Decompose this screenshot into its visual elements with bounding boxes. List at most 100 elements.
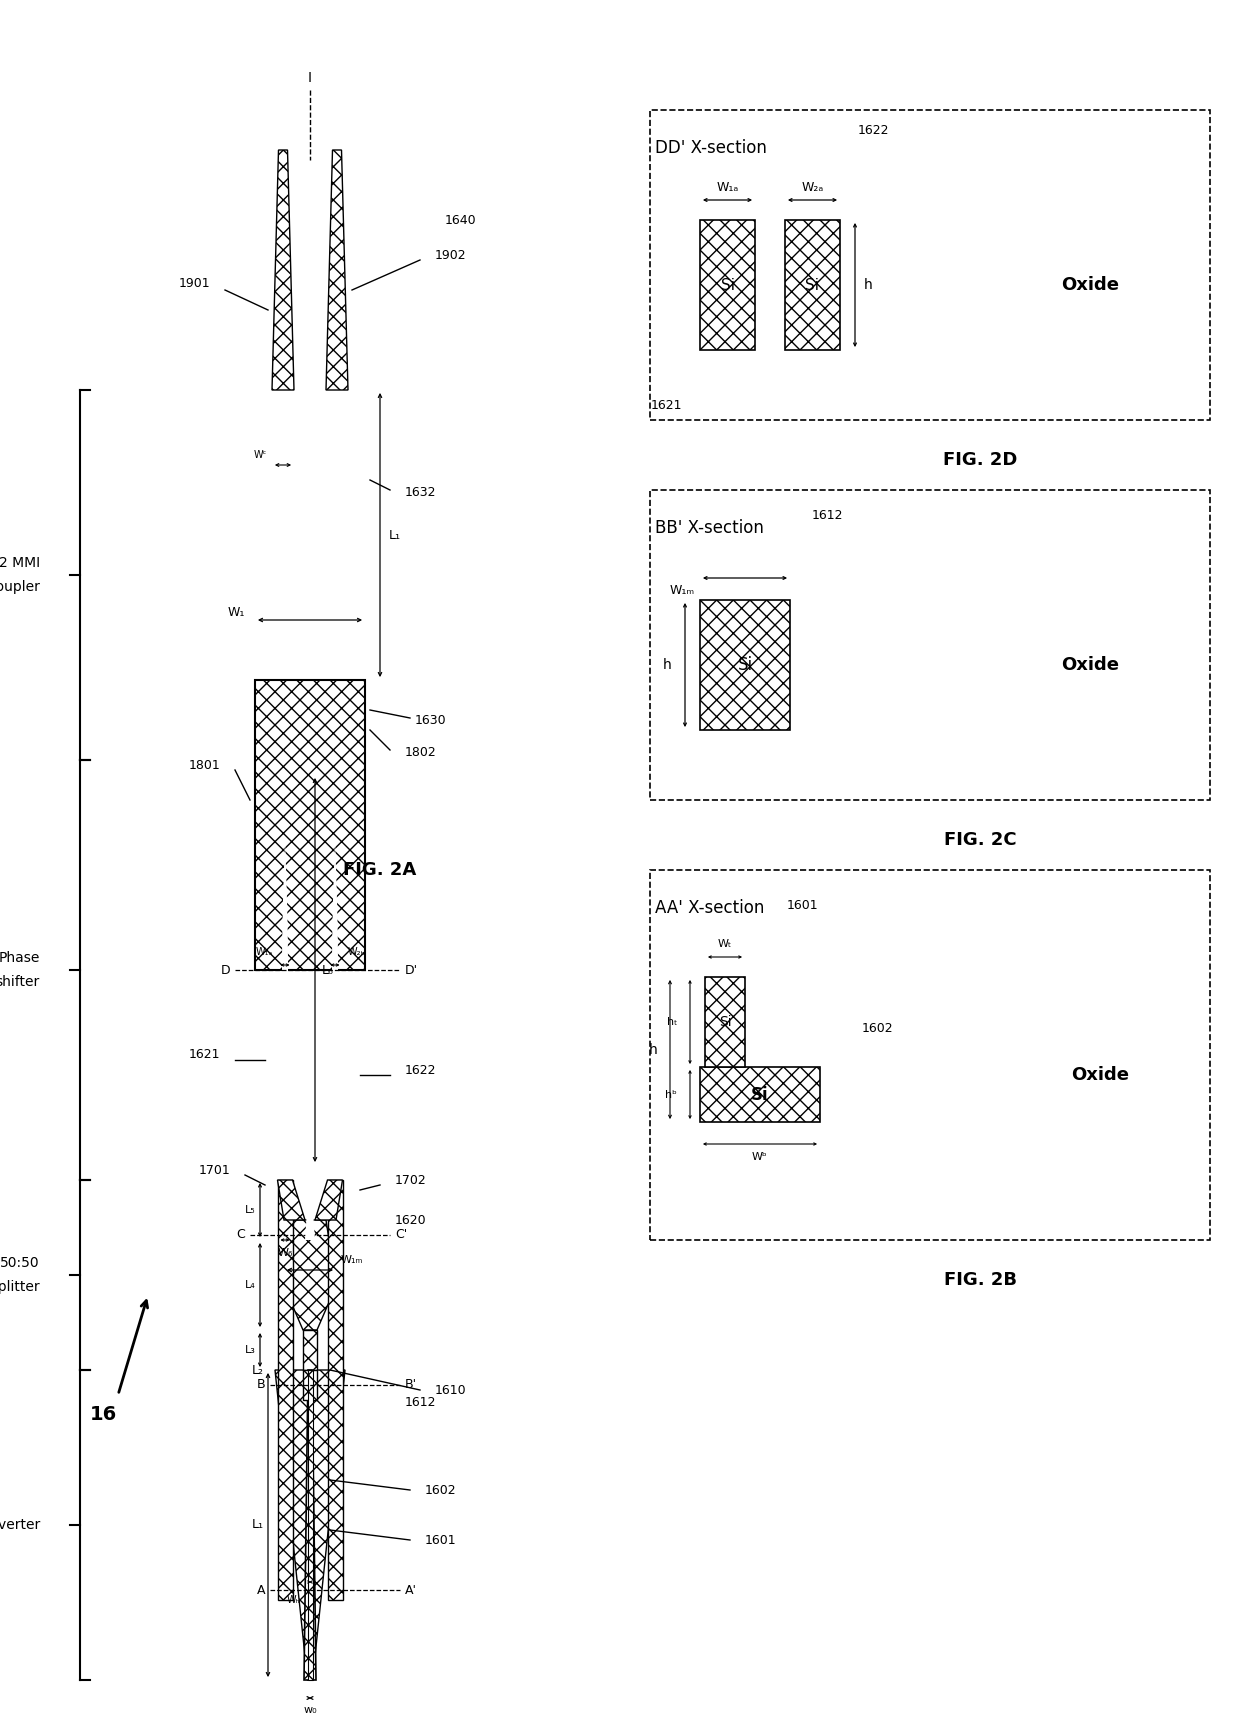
Text: L₅: L₅ [244, 1205, 255, 1215]
Text: 1632: 1632 [405, 486, 436, 498]
Text: 1630: 1630 [415, 714, 446, 726]
Text: W₁ₘ: W₁ₘ [341, 1255, 363, 1266]
Text: Si: Si [720, 277, 734, 292]
Text: AA' X-section: AA' X-section [655, 899, 764, 916]
Text: W₁ₐ: W₁ₐ [717, 180, 739, 194]
Bar [255, 679, 365, 970]
Text: Wₜ: Wₜ [718, 939, 732, 949]
Text: W₁ₘ: W₁ₘ [670, 583, 694, 597]
Polygon shape [315, 1179, 342, 1221]
Text: I: I [308, 71, 312, 85]
Text: L₄: L₄ [244, 1279, 255, 1290]
Text: h: h [649, 1043, 657, 1056]
Bar [650, 489, 1210, 801]
Text: 1602: 1602 [862, 1022, 894, 1036]
Text: w₀: w₀ [304, 1705, 316, 1715]
Polygon shape [281, 840, 288, 1100]
Polygon shape [308, 1369, 312, 1681]
Polygon shape [275, 1369, 345, 1681]
Text: 1612: 1612 [405, 1397, 436, 1409]
Text: Si: Si [806, 277, 820, 292]
Bar [652, 112, 1208, 418]
Text: 50:50: 50:50 [0, 1255, 40, 1271]
Text: 1601: 1601 [425, 1534, 456, 1546]
Text: FIG. 2A: FIG. 2A [343, 861, 417, 878]
Text: D: D [221, 963, 229, 977]
Text: Si: Si [719, 1015, 732, 1029]
Bar [652, 493, 1208, 799]
Bar [650, 870, 1210, 1240]
Text: 1622: 1622 [405, 1063, 436, 1077]
Text: L₆: L₆ [322, 963, 334, 977]
Text: 1802: 1802 [405, 745, 436, 759]
Text: Oxide: Oxide [1061, 277, 1118, 294]
Text: 1602: 1602 [425, 1483, 456, 1497]
Text: 1801: 1801 [188, 759, 219, 771]
Text: 1621: 1621 [651, 398, 682, 412]
Text: Wᵇ: Wᵇ [753, 1152, 768, 1162]
Bar [652, 871, 1208, 1238]
Text: 1640: 1640 [445, 213, 476, 226]
Text: h: h [663, 659, 672, 673]
Text: Si: Si [738, 655, 753, 674]
Polygon shape [278, 1179, 305, 1221]
Polygon shape [272, 150, 294, 391]
Text: 1702: 1702 [396, 1174, 427, 1186]
Bar [701, 220, 755, 349]
Text: coupler: coupler [0, 579, 40, 595]
Polygon shape [332, 840, 339, 1100]
Text: BB' X-section: BB' X-section [655, 519, 764, 538]
Text: 1612: 1612 [812, 508, 843, 522]
Text: Si: Si [751, 1086, 769, 1103]
Text: shifter: shifter [0, 975, 40, 989]
Text: 1701: 1701 [198, 1164, 229, 1176]
Text: W₆: W₆ [278, 1248, 293, 1259]
Text: 1902: 1902 [435, 249, 466, 261]
Polygon shape [304, 1369, 316, 1681]
Bar [785, 220, 839, 349]
Text: hᵇ: hᵇ [665, 1089, 677, 1100]
Text: 1621: 1621 [188, 1048, 219, 1062]
Bar [327, 1179, 342, 1599]
Text: A': A' [405, 1584, 417, 1596]
Text: Splitter: Splitter [0, 1279, 40, 1293]
Bar [701, 600, 790, 730]
Bar [706, 977, 745, 1067]
Text: hₜ: hₜ [667, 1017, 677, 1027]
Text: 2x2 MMI: 2x2 MMI [0, 557, 40, 571]
Text: W₂ₐ: W₂ₐ [801, 180, 823, 194]
Text: Oxide: Oxide [1071, 1067, 1128, 1084]
Text: B: B [257, 1378, 265, 1392]
Polygon shape [305, 1179, 315, 1240]
Text: 1610: 1610 [435, 1383, 466, 1397]
Text: h: h [863, 278, 873, 292]
Bar [650, 111, 1210, 420]
Bar [278, 1179, 293, 1599]
Text: 1620: 1620 [396, 1214, 427, 1226]
Text: L₁: L₁ [252, 1518, 264, 1532]
Text: A: A [257, 1584, 265, 1596]
Text: D': D' [405, 963, 418, 977]
Text: 16: 16 [89, 1406, 117, 1425]
Text: FIG. 2B: FIG. 2B [944, 1271, 1017, 1290]
Text: FIG. 2C: FIG. 2C [944, 832, 1017, 849]
Polygon shape [326, 150, 348, 391]
Text: B': B' [405, 1378, 417, 1392]
Text: DD' X-section: DD' X-section [655, 138, 766, 157]
Text: 1901: 1901 [179, 277, 210, 289]
Text: 1601: 1601 [787, 899, 818, 911]
Polygon shape [284, 1221, 336, 1330]
Polygon shape [272, 679, 294, 761]
Text: Phase: Phase [0, 951, 40, 965]
Text: W₂ₕ: W₂ₕ [347, 947, 365, 956]
Bar [303, 1369, 317, 1400]
Text: FIG. 2D: FIG. 2D [942, 451, 1017, 469]
Text: C: C [237, 1229, 246, 1241]
Polygon shape [303, 1330, 317, 1369]
Text: 1622: 1622 [858, 123, 889, 137]
Text: C': C' [396, 1229, 407, 1241]
Polygon shape [326, 679, 348, 761]
Text: L₂: L₂ [252, 1364, 264, 1376]
Text: W₁ₐ: W₁ₐ [255, 947, 273, 956]
Text: Wᶜ: Wᶜ [254, 450, 267, 460]
